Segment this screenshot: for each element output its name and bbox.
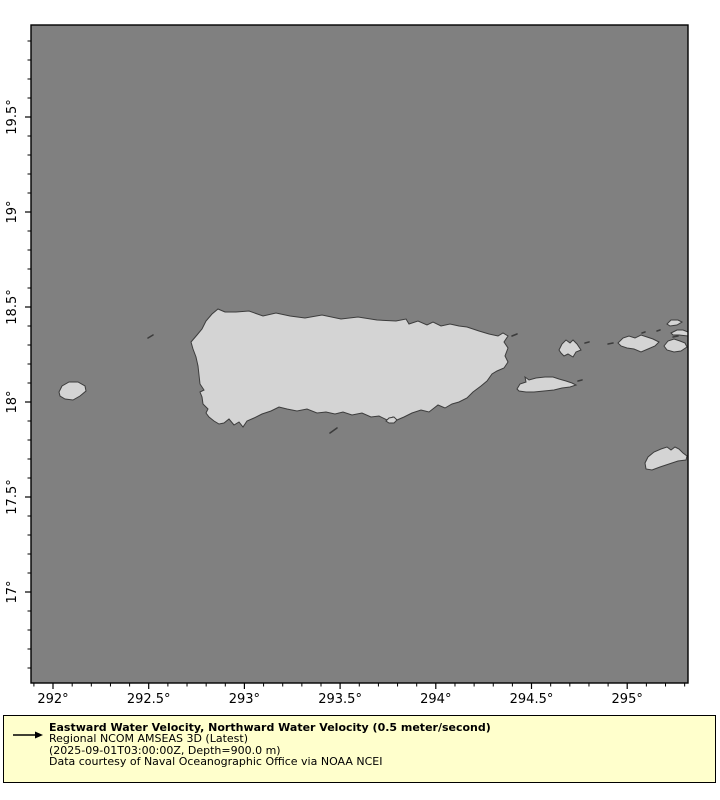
- islet-desecheo: [147, 334, 154, 339]
- islet-tortola-cays: [672, 335, 679, 338]
- y-tick-label: 17°: [5, 580, 20, 603]
- island-st-thomas: [617, 334, 660, 353]
- y-tick-label: 19.5°: [5, 99, 20, 134]
- y-tick-label: 18.5°: [5, 289, 20, 324]
- x-tick-label: 292.5°: [127, 692, 171, 707]
- island-tortola: [670, 329, 688, 337]
- x-tick-label: 293.5°: [318, 692, 362, 707]
- islet-st-thomas-cay-2: [656, 329, 661, 332]
- island-st-john: [663, 338, 688, 353]
- x-tick-label: 294.5°: [510, 692, 554, 707]
- islet-st-thomas-cay-1: [641, 331, 646, 334]
- legend-time-depth-line: (2025-09-01T03:00:00Z, Depth=900.0 m): [49, 743, 281, 757]
- legend-box: Eastward Water Velocity, Northward Water…: [3, 715, 716, 783]
- island-culebra: [558, 339, 582, 358]
- island-virgin-gorda: [666, 319, 684, 327]
- islet-savana: [607, 342, 614, 345]
- islet-culebrita: [584, 341, 590, 344]
- x-tick-label: 292°: [37, 692, 68, 707]
- islet-caja-de-muertos: [329, 427, 338, 434]
- map-plot: 292° 292.5° 293° 293.5° 294° 294.5° 295° 19.5° 1…: [5, 24, 689, 707]
- island-puerto-rico: [190, 308, 509, 428]
- islet-vieques-east-islet: [577, 379, 583, 382]
- y-tick-label: 18°: [5, 390, 20, 413]
- x-tick-label: 293°: [229, 692, 260, 707]
- x-tick-label: 294°: [420, 692, 451, 707]
- island-ponce-islet: [385, 416, 398, 424]
- island-st-croix: [644, 446, 688, 471]
- quiver-key-arrow-icon: [13, 731, 43, 739]
- legend-title: Eastward Water Velocity, Northward Water…: [49, 721, 491, 734]
- islet-fajardo-islet: [511, 333, 518, 337]
- island-vieques: [516, 375, 578, 393]
- y-tick-label: 19°: [5, 200, 20, 223]
- island-mona: [58, 381, 87, 401]
- x-tick-label: 295°: [612, 692, 643, 707]
- y-tick-label: 17.5°: [5, 479, 20, 514]
- legend-model-line: Regional NCOM AMSEAS 3D (Latest): [49, 732, 248, 746]
- legend-attribution-line: Data courtesy of Naval Oceanographic Off…: [49, 755, 383, 769]
